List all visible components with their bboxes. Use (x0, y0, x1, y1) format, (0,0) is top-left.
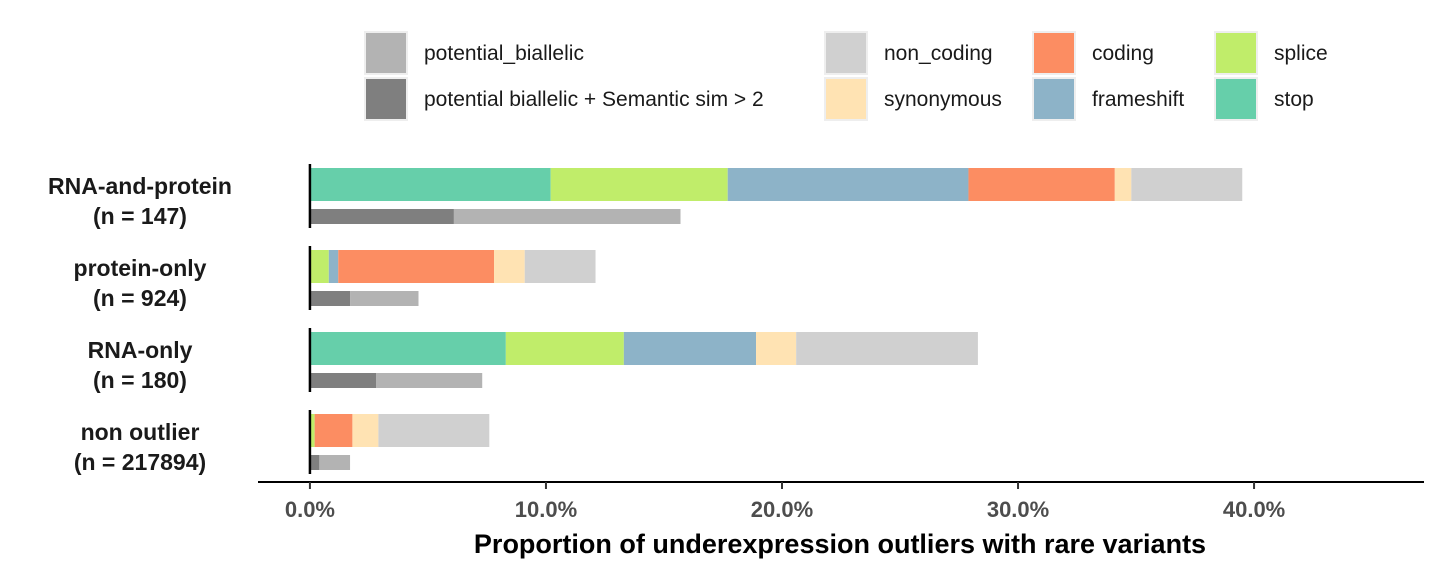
bar-non_coding (524, 250, 596, 283)
legend-label: non_coding (884, 42, 993, 65)
x-tick-label: 10.0% (515, 497, 577, 522)
category-label: non outlier (81, 419, 200, 445)
legend: potential_biallelic potential biallelic +… (364, 31, 1328, 121)
bar-potential_biallelic (319, 455, 351, 470)
legend-swatch (1032, 77, 1076, 121)
bar-stop (309, 168, 551, 201)
bar-biallelic_sim (309, 373, 377, 388)
legend-swatch (1214, 77, 1258, 121)
bar-synonymous (352, 414, 379, 447)
bar-potential_biallelic (453, 209, 681, 224)
bar-frameshift (623, 332, 757, 365)
legend-item-frameshift: frameshift (1032, 77, 1184, 121)
category-count-label: (n = 147) (93, 203, 187, 229)
bar-potential_biallelic (350, 291, 419, 306)
bar-frameshift (328, 250, 339, 283)
legend-item-biallelic_sim: potential biallelic + Semantic sim > 2 (364, 77, 764, 121)
category-label: RNA-and-protein (48, 173, 232, 199)
x-tick-label: 40.0% (1223, 497, 1285, 522)
bar-biallelic_sim (309, 209, 454, 224)
bar-splice (505, 332, 624, 365)
bar-synonymous (1114, 168, 1132, 201)
legend-label: potential biallelic + Semantic sim > 2 (424, 88, 764, 111)
x-tick-label: 0.0% (285, 497, 335, 522)
x-tick-label: 30.0% (987, 497, 1049, 522)
category-label: protein-only (74, 255, 207, 281)
legend-label: stop (1274, 88, 1314, 111)
legend-item-synonymous: synonymous (824, 77, 1002, 121)
category-count-label: (n = 180) (93, 367, 187, 393)
bar-biallelic_sim (309, 455, 320, 470)
bar-coding (314, 414, 353, 447)
legend-swatch (364, 77, 408, 121)
legend-item-coding: coding (1032, 31, 1154, 75)
bar-splice (550, 168, 728, 201)
legend-item-non_coding: non_coding (824, 31, 993, 75)
category-labels: RNA-and-protein (n = 147) protein-only (n =… (48, 173, 232, 475)
category-count-label: (n = 217894) (74, 449, 206, 475)
x-tick-label: 20.0% (751, 497, 813, 522)
legend-swatch (824, 31, 868, 75)
bar-coding (338, 250, 495, 283)
x-axis-title: Proportion of underexpression outliers w… (474, 529, 1206, 559)
category-label: RNA-only (88, 337, 193, 363)
legend-swatch (824, 77, 868, 121)
legend-swatch (1214, 31, 1258, 75)
legend-swatch (1032, 31, 1076, 75)
legend-item-potential_biallelic: potential_biallelic (364, 31, 584, 75)
bar-coding (968, 168, 1115, 201)
bar-synonymous (756, 332, 797, 365)
category-count-label: (n = 924) (93, 285, 187, 311)
legend-label: frameshift (1092, 88, 1184, 111)
bar-non_coding (1131, 168, 1243, 201)
legend-label: coding (1092, 42, 1154, 65)
bar-splice (309, 414, 315, 447)
legend-swatch (364, 31, 408, 75)
legend-label: potential_biallelic (424, 42, 584, 65)
legend-item-splice: splice (1214, 31, 1328, 75)
bar-biallelic_sim (309, 291, 351, 306)
legend-item-stop: stop (1214, 77, 1314, 121)
legend-label: splice (1274, 42, 1328, 65)
bar-stop (309, 332, 506, 365)
bar-non_coding (378, 414, 490, 447)
bar-frameshift (727, 168, 969, 201)
legend-label: synonymous (884, 88, 1002, 111)
bars (308, 164, 1243, 474)
bar-splice (309, 250, 329, 283)
bar-potential_biallelic (376, 373, 483, 388)
bar-non_coding (796, 332, 978, 365)
x-axis: 0.0% 10.0% 20.0% 30.0% 40.0% (258, 481, 1424, 522)
bar-synonymous (494, 250, 525, 283)
